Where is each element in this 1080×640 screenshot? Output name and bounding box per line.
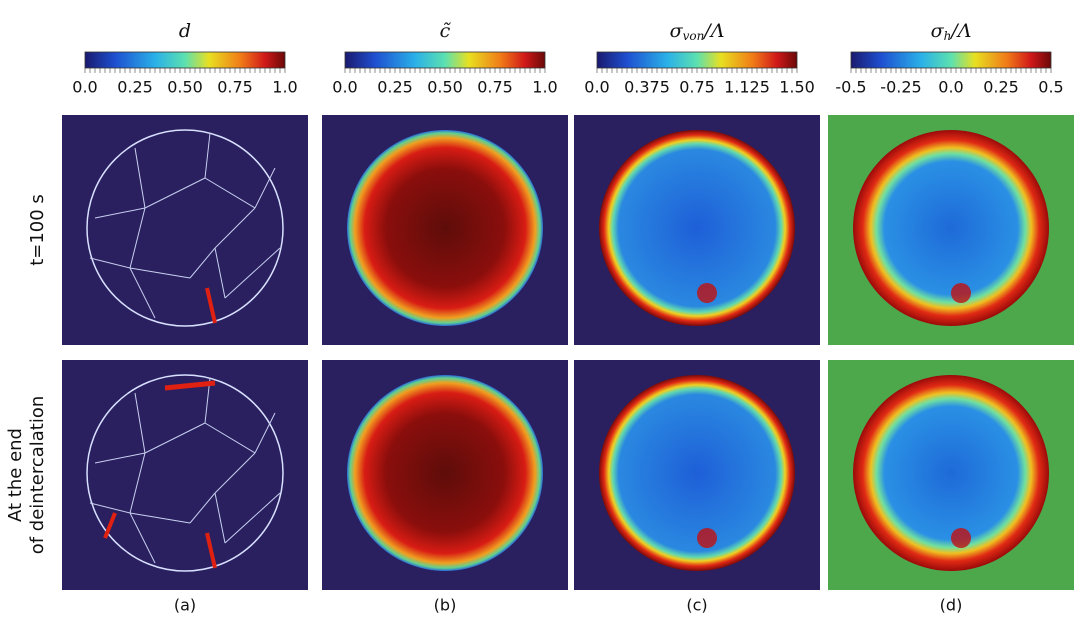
grain-boundary — [214, 247, 226, 299]
grain-boundary — [214, 207, 256, 249]
grain-boundary — [129, 512, 191, 524]
colorbar-label: 1.0 — [532, 78, 557, 97]
hotspot — [951, 528, 971, 548]
caption: (b) — [434, 596, 457, 615]
colorbar — [344, 51, 546, 69]
colorbar-label: 0.0 — [584, 78, 609, 97]
grain-boundary — [254, 167, 276, 209]
crack — [205, 532, 217, 569]
grain-boundary — [94, 452, 146, 464]
title-main: σ — [931, 20, 945, 42]
column-title: d — [179, 20, 191, 42]
caption: (c) — [686, 596, 707, 615]
crack — [205, 287, 217, 324]
grain-boundary — [129, 267, 156, 319]
title-sub: h — [944, 29, 952, 43]
column-title: σvon/Λ — [670, 20, 725, 43]
grain-boundary — [204, 177, 256, 209]
field — [853, 130, 1049, 326]
grain-boundary — [189, 247, 216, 279]
colorbar — [596, 51, 798, 69]
crack — [164, 380, 216, 391]
column-title: σh/Λ — [931, 20, 972, 43]
field — [599, 375, 795, 571]
grain-boundary — [134, 147, 146, 209]
grain-boundary — [86, 374, 284, 572]
title-main: c̃ — [440, 20, 452, 42]
grain-boundary — [254, 412, 276, 454]
grain-boundary — [224, 247, 281, 299]
grain-boundary — [89, 257, 131, 269]
grain-boundary — [144, 422, 206, 454]
colorbar-label: 0.75 — [477, 78, 513, 97]
title-rest: /Λ — [949, 20, 971, 42]
colorbar-label: 0.75 — [679, 78, 715, 97]
title-main: d — [179, 20, 191, 42]
grain-boundary — [129, 207, 146, 269]
hotspot — [697, 283, 717, 303]
colorbar-label: 0.375 — [624, 78, 670, 97]
colorbar — [850, 51, 1052, 69]
field — [853, 375, 1049, 571]
grain-boundary — [224, 492, 281, 544]
caption: (a) — [174, 596, 196, 615]
colorbar-label: 0.0 — [72, 78, 97, 97]
row-label: At the end — [5, 428, 26, 522]
title-main: σ — [670, 20, 684, 42]
colorbar-label: 0.0 — [938, 78, 963, 97]
hotspot — [697, 528, 717, 548]
grain-boundary — [94, 207, 146, 219]
caption: (d) — [940, 596, 963, 615]
title-sub: von — [683, 29, 705, 43]
row-label: t=100 s — [27, 194, 48, 266]
colorbar-label: 1.50 — [779, 78, 815, 97]
colorbar-label: 0.25 — [377, 78, 413, 97]
title-rest: /Λ — [702, 20, 724, 42]
grain-boundary — [214, 452, 256, 494]
field — [347, 375, 543, 571]
column-title: c̃ — [440, 20, 452, 42]
field — [599, 130, 795, 326]
colorbar-label: 0.25 — [983, 78, 1019, 97]
colorbar-label: 0.5 — [1038, 78, 1063, 97]
colorbar-label: -0.25 — [880, 78, 921, 97]
colorbar-label: 0.75 — [217, 78, 253, 97]
colorbar-label: 0.25 — [117, 78, 153, 97]
hotspot — [951, 283, 971, 303]
grain-boundary — [144, 177, 206, 209]
colorbar-label: 0.0 — [332, 78, 357, 97]
colorbar-label: -0.5 — [835, 78, 866, 97]
grain-boundary — [204, 422, 256, 454]
colorbar-label: 1.0 — [272, 78, 297, 97]
grain-boundary — [86, 129, 284, 327]
grain-boundary — [129, 512, 156, 564]
panel — [62, 115, 308, 345]
row-label: of deintercalation — [27, 396, 48, 555]
colorbar-label: 0.50 — [167, 78, 203, 97]
crack — [103, 512, 117, 539]
grain-boundary — [129, 267, 191, 279]
field — [347, 130, 543, 326]
panel — [62, 360, 308, 590]
grain-boundary — [204, 132, 211, 179]
grain-boundary — [134, 392, 146, 454]
colorbar — [84, 51, 286, 69]
grain-boundary — [89, 502, 131, 514]
grain-boundary — [214, 492, 226, 544]
grain-boundary — [189, 492, 216, 524]
grain-boundary — [129, 452, 146, 514]
colorbar-label: 0.50 — [427, 78, 463, 97]
colorbar-label: 1.125 — [724, 78, 770, 97]
